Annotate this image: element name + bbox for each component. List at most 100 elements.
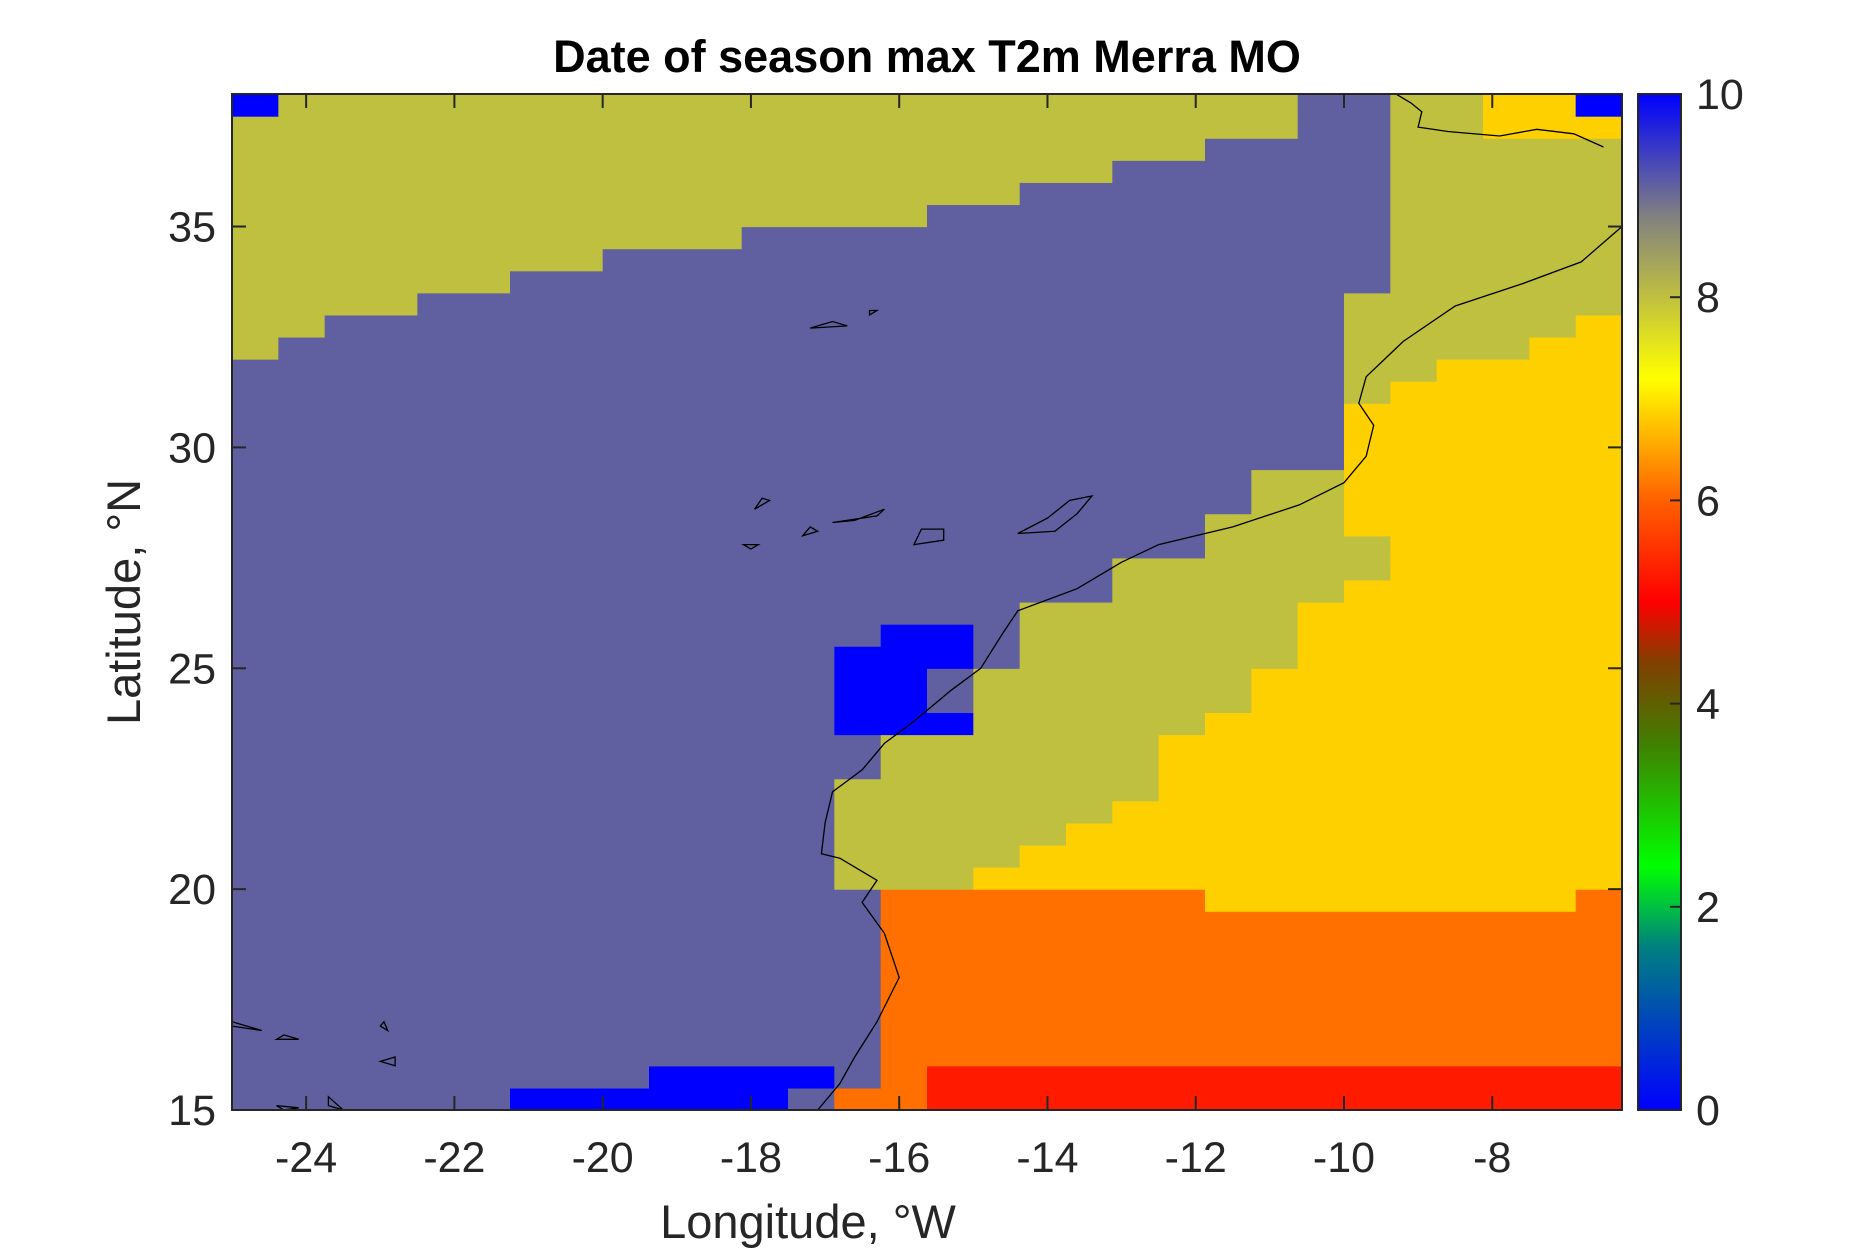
coastline-segment: [868, 309, 880, 317]
heatmap-cell: [1344, 292, 1622, 316]
heatmap-cell: [232, 977, 882, 1001]
x-tick-label: -10: [1313, 1134, 1375, 1182]
coastline-segment: [378, 1056, 396, 1067]
heatmap-cell: [232, 579, 1113, 603]
heatmap-cell: [1019, 624, 1299, 647]
heatmap-cell: [1344, 403, 1622, 426]
heatmap-cell: [1390, 535, 1622, 559]
heatmap-cell: [232, 403, 1345, 426]
heatmap-cell: [232, 513, 1206, 537]
heatmap-cell: [1158, 778, 1622, 802]
heatmap-cell: [232, 844, 835, 868]
heatmap-cell: [602, 248, 1391, 272]
heatmap-cell: [232, 94, 279, 117]
heatmap-cell: [880, 756, 1160, 780]
heatmap-cell: [973, 624, 1021, 647]
heatmap-cell: [1344, 447, 1622, 471]
heatmap-cell: [1251, 491, 1345, 515]
heatmap-cell: [1529, 336, 1622, 360]
heatmap-cell: [927, 1065, 1622, 1089]
heatmap-cells: [232, 94, 1622, 1110]
heatmap-cell: [1390, 204, 1622, 228]
heatmap-cell: [1205, 138, 1391, 161]
coastline-segment: [912, 528, 945, 546]
heatmap-cell: [1251, 690, 1622, 714]
heatmap-cell: [1297, 624, 1622, 647]
heatmap-cell: [232, 116, 1299, 139]
heatmap-cell: [232, 602, 1021, 625]
coastline-segment: [800, 526, 820, 537]
heatmap-cell: [880, 977, 1622, 1001]
heatmap-cell: [1344, 425, 1622, 448]
colorbar-ticks: 0 2 4 6 8 10: [1670, 71, 1744, 1135]
heatmap-cell: [1390, 138, 1622, 161]
heatmap-cell: [880, 999, 1622, 1023]
coastline-segment: [1395, 94, 1604, 148]
colorbar: 0 2 4 6 8 10: [1637, 71, 1744, 1135]
heatmap-cell: [232, 668, 835, 691]
heatmap-cell: [880, 1065, 928, 1089]
heatmap-cell: [1390, 160, 1622, 183]
heatmap-cell: [232, 138, 1206, 161]
heatmap-cell: [834, 867, 974, 890]
heatmap-cell: [1066, 822, 1622, 846]
heatmap-cell: [880, 889, 1206, 912]
y-axis-label: Latitude, °N: [97, 479, 150, 725]
x-tick-label: -14: [1016, 1134, 1078, 1182]
heatmap-cell: [1344, 491, 1622, 515]
heatmap-cell: [278, 336, 1345, 360]
heatmap-cell: [1205, 513, 1345, 537]
colorbar-tick-label: 10: [1696, 71, 1744, 119]
heatmap-cell: [232, 160, 1113, 183]
heatmap-cell: [510, 1087, 789, 1110]
heatmap-cell: [232, 955, 882, 979]
heatmap-cell: [927, 668, 974, 691]
colorbar-tick-label: 0: [1696, 1087, 1720, 1135]
heatmap-cell: [232, 182, 1021, 206]
heatmap-cell: [232, 800, 835, 824]
plot-frame: [231, 93, 1623, 1111]
heatmap-cell: [1158, 734, 1622, 758]
heatmap-cell: [880, 933, 1622, 956]
heatmap-cell: [232, 867, 835, 890]
heatmap-cell: [1390, 94, 1484, 117]
heatmap-cell: [834, 1087, 928, 1110]
heatmap-cell: [1344, 314, 1577, 338]
coastline-segment: [832, 508, 885, 524]
heatmap-cell: [232, 292, 418, 316]
heatmap-cell: [232, 778, 835, 802]
y-tick-label: 35: [168, 204, 216, 252]
heatmap-cell: [1483, 94, 1577, 117]
heatmap-cell: [1112, 557, 1391, 581]
heatmap-cell: [880, 911, 1622, 934]
heatmap-cell: [973, 712, 1206, 736]
heatmap-cell: [232, 270, 511, 294]
heatmap-cell: [232, 359, 1345, 382]
heatmap-cell: [1344, 336, 1530, 360]
heatmap-cell: [232, 999, 882, 1023]
heatmap-cell: [880, 1021, 1622, 1045]
heatmap-cell: [278, 94, 1299, 117]
heatmap-cell: [1205, 889, 1577, 912]
heatmap-cell: [232, 646, 835, 669]
heatmap-cell: [1019, 182, 1391, 206]
heatmap-cell: [232, 734, 882, 758]
heatmap-cell: [973, 867, 1622, 890]
heatmap-cell: [232, 690, 835, 714]
coastline-segment: [276, 1104, 299, 1110]
heatmap-cell: [232, 889, 882, 912]
heatmap-cell: [1158, 756, 1622, 780]
heatmap-cell: [232, 911, 882, 934]
heatmap-cell: [232, 226, 743, 250]
heatmap-cell: [1436, 359, 1622, 382]
heatmap-cell: [834, 822, 1067, 846]
heatmap-cell: [880, 734, 1160, 758]
heatmap-cell: [232, 1065, 650, 1089]
heatmap-cell: [232, 822, 835, 846]
coastline-segment: [327, 1095, 344, 1110]
heatmap-cell: [973, 690, 1252, 714]
y-tick-label: 30: [168, 424, 216, 472]
x-tick-label: -8: [1473, 1134, 1511, 1182]
x-tick-label: -18: [720, 1134, 782, 1182]
